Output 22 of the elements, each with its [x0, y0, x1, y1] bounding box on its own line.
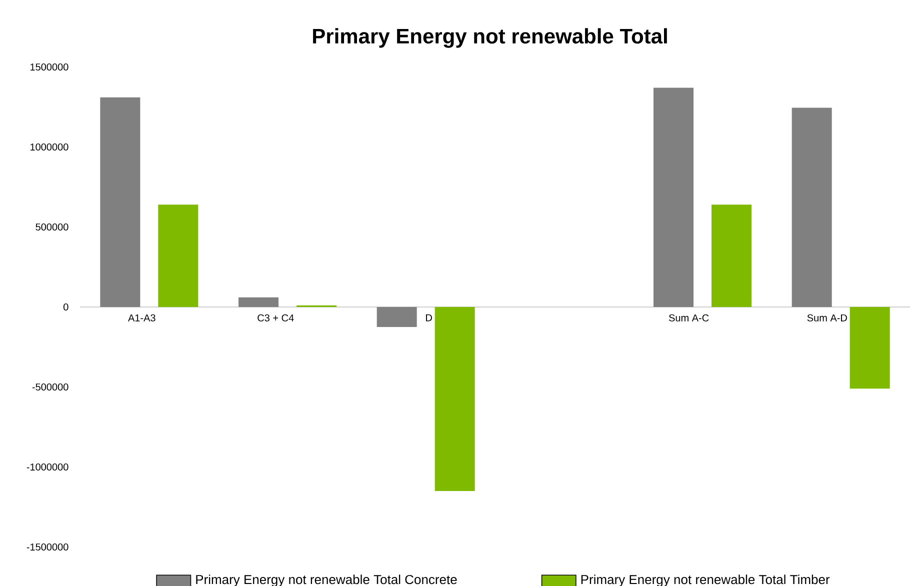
bar — [238, 297, 279, 307]
bar — [792, 108, 832, 307]
y-tick-label: 500000 — [36, 223, 68, 231]
y-tick-label: 1000000 — [30, 143, 68, 151]
x-tick-label: Sum A-D — [807, 314, 847, 322]
y-tick-label: -500000 — [32, 383, 68, 391]
x-tick-label: C3 + C4 — [258, 314, 294, 322]
x-tick-label: Sum A-C — [668, 314, 709, 322]
bar — [712, 204, 752, 307]
chart-title: Primary Energy not renewable Total — [313, 28, 667, 48]
x-tick-label: A1-A3 — [128, 314, 156, 322]
bar — [434, 307, 475, 491]
bar — [158, 204, 198, 307]
bar — [654, 88, 694, 307]
x-tick-label: D — [426, 314, 432, 322]
y-tick-label: 1500000 — [30, 63, 68, 71]
y-tick-label: 0 — [63, 303, 68, 311]
y-tick-label: -1000000 — [26, 463, 68, 471]
y-tick-label: -1500000 — [26, 543, 68, 551]
bar — [850, 307, 890, 389]
bar — [100, 97, 140, 307]
bar — [376, 307, 417, 328]
